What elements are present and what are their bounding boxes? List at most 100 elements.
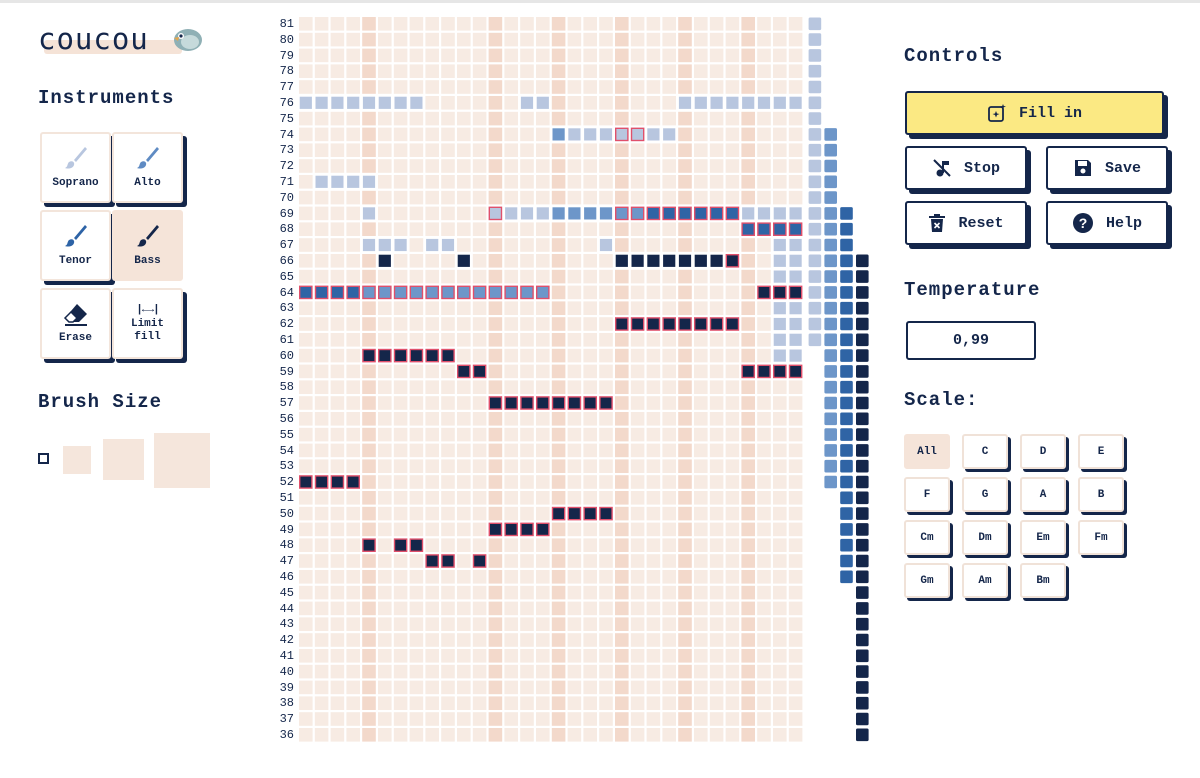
grid-cell[interactable]: [773, 475, 787, 489]
grid-cell[interactable]: [725, 285, 740, 300]
grid-cell[interactable]: [694, 222, 708, 236]
note-bass[interactable]: [425, 348, 440, 363]
grid-cell[interactable]: [330, 127, 345, 142]
grid-cell[interactable]: [599, 222, 613, 236]
grid-cell[interactable]: [299, 32, 313, 47]
grid-cell[interactable]: [773, 491, 787, 505]
scale-button-am[interactable]: Am: [962, 563, 1008, 598]
grid-cell[interactable]: [441, 412, 455, 426]
grid-cell[interactable]: [425, 664, 439, 679]
grid-cell[interactable]: [630, 64, 645, 78]
grid-cell[interactable]: [551, 254, 566, 268]
grid-cell[interactable]: [425, 412, 439, 426]
grid-cell[interactable]: [599, 80, 613, 94]
grid-cell[interactable]: [567, 554, 582, 568]
grid-cell[interactable]: [646, 190, 661, 205]
grid-cell[interactable]: [520, 364, 534, 379]
grid-cell[interactable]: [630, 522, 645, 537]
grid-cell[interactable]: [788, 443, 803, 458]
grid-cell[interactable]: [678, 728, 692, 742]
grid-cell[interactable]: [362, 48, 376, 63]
grid-cell[interactable]: [346, 570, 360, 584]
grid-cell[interactable]: [725, 443, 740, 458]
grid-cell[interactable]: [757, 664, 771, 679]
note-soprano[interactable]: [536, 96, 549, 109]
grid-cell[interactable]: [378, 712, 392, 726]
grid-cell[interactable]: [567, 570, 582, 584]
note-soprano[interactable]: [773, 254, 786, 267]
grid-cell[interactable]: [504, 649, 518, 663]
grid-cell[interactable]: [583, 96, 597, 110]
grid-cell[interactable]: [393, 617, 408, 631]
grid-cell[interactable]: [583, 459, 597, 473]
grid-cell[interactable]: [409, 475, 424, 489]
grid-cell[interactable]: [330, 522, 345, 537]
grid-cell[interactable]: [694, 443, 708, 458]
grid-cell[interactable]: [378, 17, 392, 31]
grid-cell[interactable]: [378, 664, 392, 679]
grid-cell[interactable]: [615, 522, 629, 537]
grid-cell[interactable]: [709, 585, 724, 600]
grid-cell[interactable]: [646, 712, 661, 726]
grid-cell[interactable]: [536, 712, 550, 726]
scale-button-f[interactable]: F: [904, 477, 950, 512]
grid-cell[interactable]: [678, 348, 692, 363]
grid-cell[interactable]: [741, 159, 755, 173]
grid-cell[interactable]: [725, 570, 740, 584]
note-soprano[interactable]: [726, 96, 739, 109]
brush-size-1[interactable]: [38, 453, 49, 464]
grid-cell[interactable]: [504, 585, 518, 600]
note-bass[interactable]: [520, 522, 534, 537]
grid-cell[interactable]: [457, 64, 471, 78]
grid-cell[interactable]: [741, 617, 755, 631]
grid-cell[interactable]: [409, 459, 424, 473]
grid-cell[interactable]: [314, 333, 329, 347]
grid-cell[interactable]: [709, 396, 724, 410]
grid-cell[interactable]: [694, 696, 708, 710]
grid-cell[interactable]: [362, 680, 376, 695]
grid-cell[interactable]: [378, 538, 392, 552]
grid-cell[interactable]: [646, 728, 661, 742]
grid-cell[interactable]: [488, 459, 503, 473]
grid-cell[interactable]: [725, 127, 740, 142]
grid-cell[interactable]: [504, 238, 518, 252]
grid-cell[interactable]: [678, 32, 692, 47]
grid-cell[interactable]: [441, 364, 455, 379]
grid-cell[interactable]: [694, 570, 708, 584]
grid-cell[interactable]: [646, 649, 661, 663]
note-soprano[interactable]: [789, 317, 802, 331]
grid-cell[interactable]: [362, 396, 376, 410]
grid-cell[interactable]: [694, 143, 708, 157]
grid-cell[interactable]: [457, 190, 471, 205]
grid-cell[interactable]: [615, 427, 629, 442]
grid-cell[interactable]: [757, 238, 771, 252]
limit-fill-button[interactable]: |←→| Limit fill: [112, 288, 183, 359]
grid-cell[interactable]: [393, 491, 408, 505]
grid-cell[interactable]: [488, 554, 503, 568]
grid-cell[interactable]: [725, 554, 740, 568]
grid-cell[interactable]: [441, 111, 455, 126]
grid-cell[interactable]: [662, 380, 676, 394]
grid-cell[interactable]: [488, 80, 503, 94]
grid-cell[interactable]: [662, 491, 676, 505]
grid-cell[interactable]: [441, 506, 455, 521]
grid-cell[interactable]: [788, 522, 803, 537]
grid-cell[interactable]: [694, 80, 708, 94]
grid-cell[interactable]: [788, 633, 803, 647]
grid-cell[interactable]: [425, 585, 439, 600]
grid-cell[interactable]: [457, 238, 471, 252]
grid-cell[interactable]: [646, 396, 661, 410]
grid-cell[interactable]: [662, 617, 676, 631]
note-soprano[interactable]: [757, 96, 771, 109]
grid-cell[interactable]: [646, 570, 661, 584]
grid-cell[interactable]: [599, 380, 613, 394]
grid-cell[interactable]: [488, 506, 503, 521]
grid-cell[interactable]: [788, 143, 803, 157]
grid-cell[interactable]: [599, 712, 613, 726]
grid-cell[interactable]: [504, 364, 518, 379]
grid-cell[interactable]: [346, 617, 360, 631]
grid-cell[interactable]: [551, 238, 566, 252]
grid-cell[interactable]: [520, 680, 534, 695]
grid-cell[interactable]: [520, 459, 534, 473]
grid-cell[interactable]: [504, 554, 518, 568]
